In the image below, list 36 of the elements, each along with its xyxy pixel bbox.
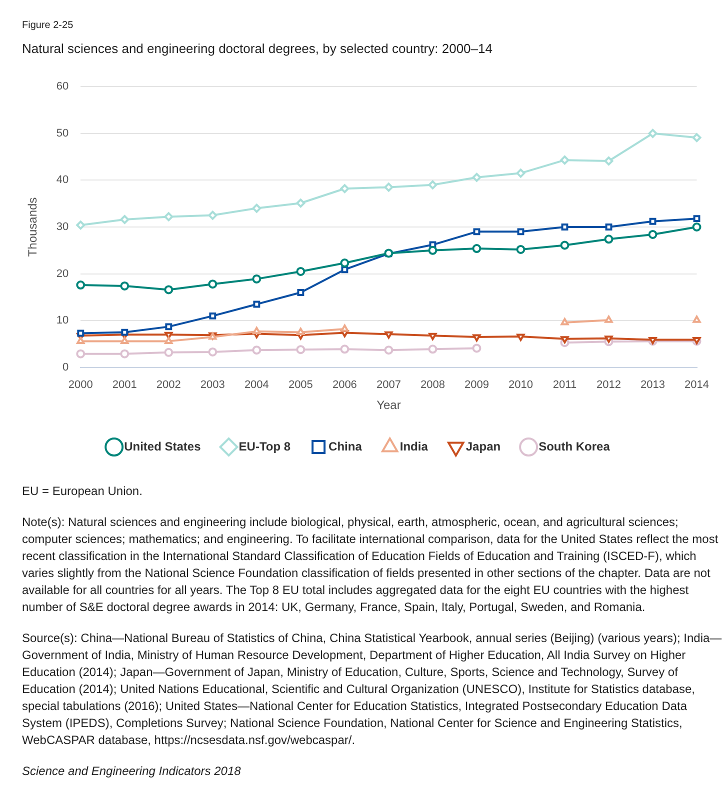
legend-label: India bbox=[400, 439, 428, 454]
x-axis-title: Year bbox=[376, 398, 401, 412]
x-tick-label: 2012 bbox=[596, 379, 621, 392]
text: Note(s): Natural sciences and engineering include biological, physical, earth, atmospheric, ocean, and agricultural sciences; computer sciences; mathematics; and engineering. To facilitate international comparison, data for the United States reflect the most recent classification in the International Standard Classification of Education Fields of Education and Training (ISCED-F), which varies slightly from the National Science Foundation classification of fields presented in other sections of the chapter. Data are not available for all countries for all years. The Top 8 EU total includes aggregated data for the eight EU countries with the highest number of S&E doctoral degree awards in 2014: UK, Germany, France, Spain, Italy, Portugal, Sweden, and Romania. bbox=[22, 514, 720, 616]
text: EU = European Union. bbox=[22, 483, 144, 500]
x-tick-label: 2007 bbox=[376, 379, 401, 392]
x-tick-label: 2014 bbox=[684, 379, 710, 392]
y-axis-title: Thousands bbox=[26, 197, 40, 257]
x-tick-label: 2010 bbox=[508, 379, 533, 392]
caption: Figure 2-25 bbox=[22, 20, 74, 31]
x-tick-label: 2011 bbox=[552, 379, 577, 392]
chart-title: Natural sciences and engineering doctoral degrees, by selected country: 2000–14 bbox=[22, 41, 494, 56]
source-note: Source(s): China—National Bureau of Statistics of China, China Statistical Yearbook, annual series (Beijing) (various years); India—Government of India, Ministry of Human Resource Development, Department of Higher Education, All India Survey on Higher Education (2014); Japan—Government of Japan, Ministry of Education, Culture, Sports, Science and Technology, Survey of Education (2014); United Nations Educational, Scientific and Cultural Organization (UNESCO), Institute for Statistics database, special tabulations (2016); United States—National Center for Education Statistics, Integrated Postsecondary Education Data System (IPEDS), Completions Survey; National Science Foundation, National Center for Science and Engineering Statistics, WebCASPAR database, https://ncsesdata.nsf.gov/webcaspar/. bbox=[22, 630, 722, 749]
legend-label: South Korea bbox=[538, 439, 610, 454]
x-tick-label: 2013 bbox=[640, 379, 665, 392]
x-tick-label: 2005 bbox=[288, 379, 313, 392]
y-tick-label: 60 bbox=[56, 80, 69, 93]
legend-label: EU-Top 8 bbox=[238, 439, 291, 454]
x-tick-label: 2006 bbox=[332, 379, 357, 392]
text: Science and Engineering Indicators 2018 bbox=[22, 763, 242, 780]
x-tick-label: 2002 bbox=[156, 379, 181, 392]
legend-label: United States bbox=[124, 439, 202, 454]
x-tick-label: 2001 bbox=[112, 379, 137, 392]
x-tick-label: 2009 bbox=[464, 379, 489, 392]
y-tick-label: 50 bbox=[56, 127, 69, 140]
y-tick-label: 10 bbox=[56, 314, 69, 327]
x-tick-label: 2004 bbox=[244, 379, 269, 392]
x-tick-label: 2000 bbox=[68, 379, 93, 392]
y-tick-label: 20 bbox=[56, 268, 69, 280]
y-tick-label: 0 bbox=[62, 361, 69, 374]
y-tick-label: 30 bbox=[56, 221, 69, 234]
y-tick-label: 40 bbox=[56, 174, 69, 186]
legend-label: Japan bbox=[466, 439, 501, 454]
x-tick-label: 2003 bbox=[200, 379, 225, 392]
x-tick-label: 2008 bbox=[420, 379, 445, 392]
legend-label: China bbox=[328, 439, 362, 454]
